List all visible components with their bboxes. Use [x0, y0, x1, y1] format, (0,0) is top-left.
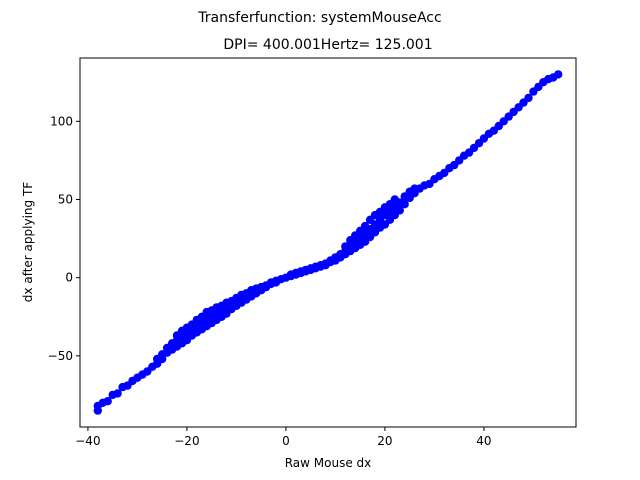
x-tick-label: 40 — [476, 434, 491, 448]
y-tick-label: −50 — [48, 349, 73, 363]
y-tick-label: 50 — [58, 193, 73, 207]
y-tick-label: 0 — [65, 271, 73, 285]
scatter-point — [554, 70, 563, 79]
scatter-series — [93, 70, 563, 415]
x-tick-label: 20 — [377, 434, 392, 448]
y-axis-label: dx after applying TF — [21, 182, 35, 302]
x-axis-label: Raw Mouse dx — [285, 456, 372, 470]
scatter-point — [395, 206, 404, 215]
x-tick-label: −20 — [174, 434, 199, 448]
x-tick-label: 0 — [282, 434, 290, 448]
scatter-point — [103, 397, 112, 406]
plot-area-frame — [79, 57, 577, 428]
y-axis: −50 0 50 100 — [48, 114, 80, 363]
scatter-point — [400, 200, 409, 209]
scatter-point — [113, 389, 122, 398]
y-tick-label: 100 — [50, 114, 73, 128]
x-tick-label: −40 — [75, 434, 100, 448]
figure-suptitle: Transferfunction: systemMouseAcc — [197, 10, 441, 26]
scatter-point — [524, 93, 533, 103]
x-axis: −40 −20 0 20 40 — [75, 427, 492, 448]
chart-title: DPI= 400.001Hertz= 125.001 — [223, 37, 432, 53]
